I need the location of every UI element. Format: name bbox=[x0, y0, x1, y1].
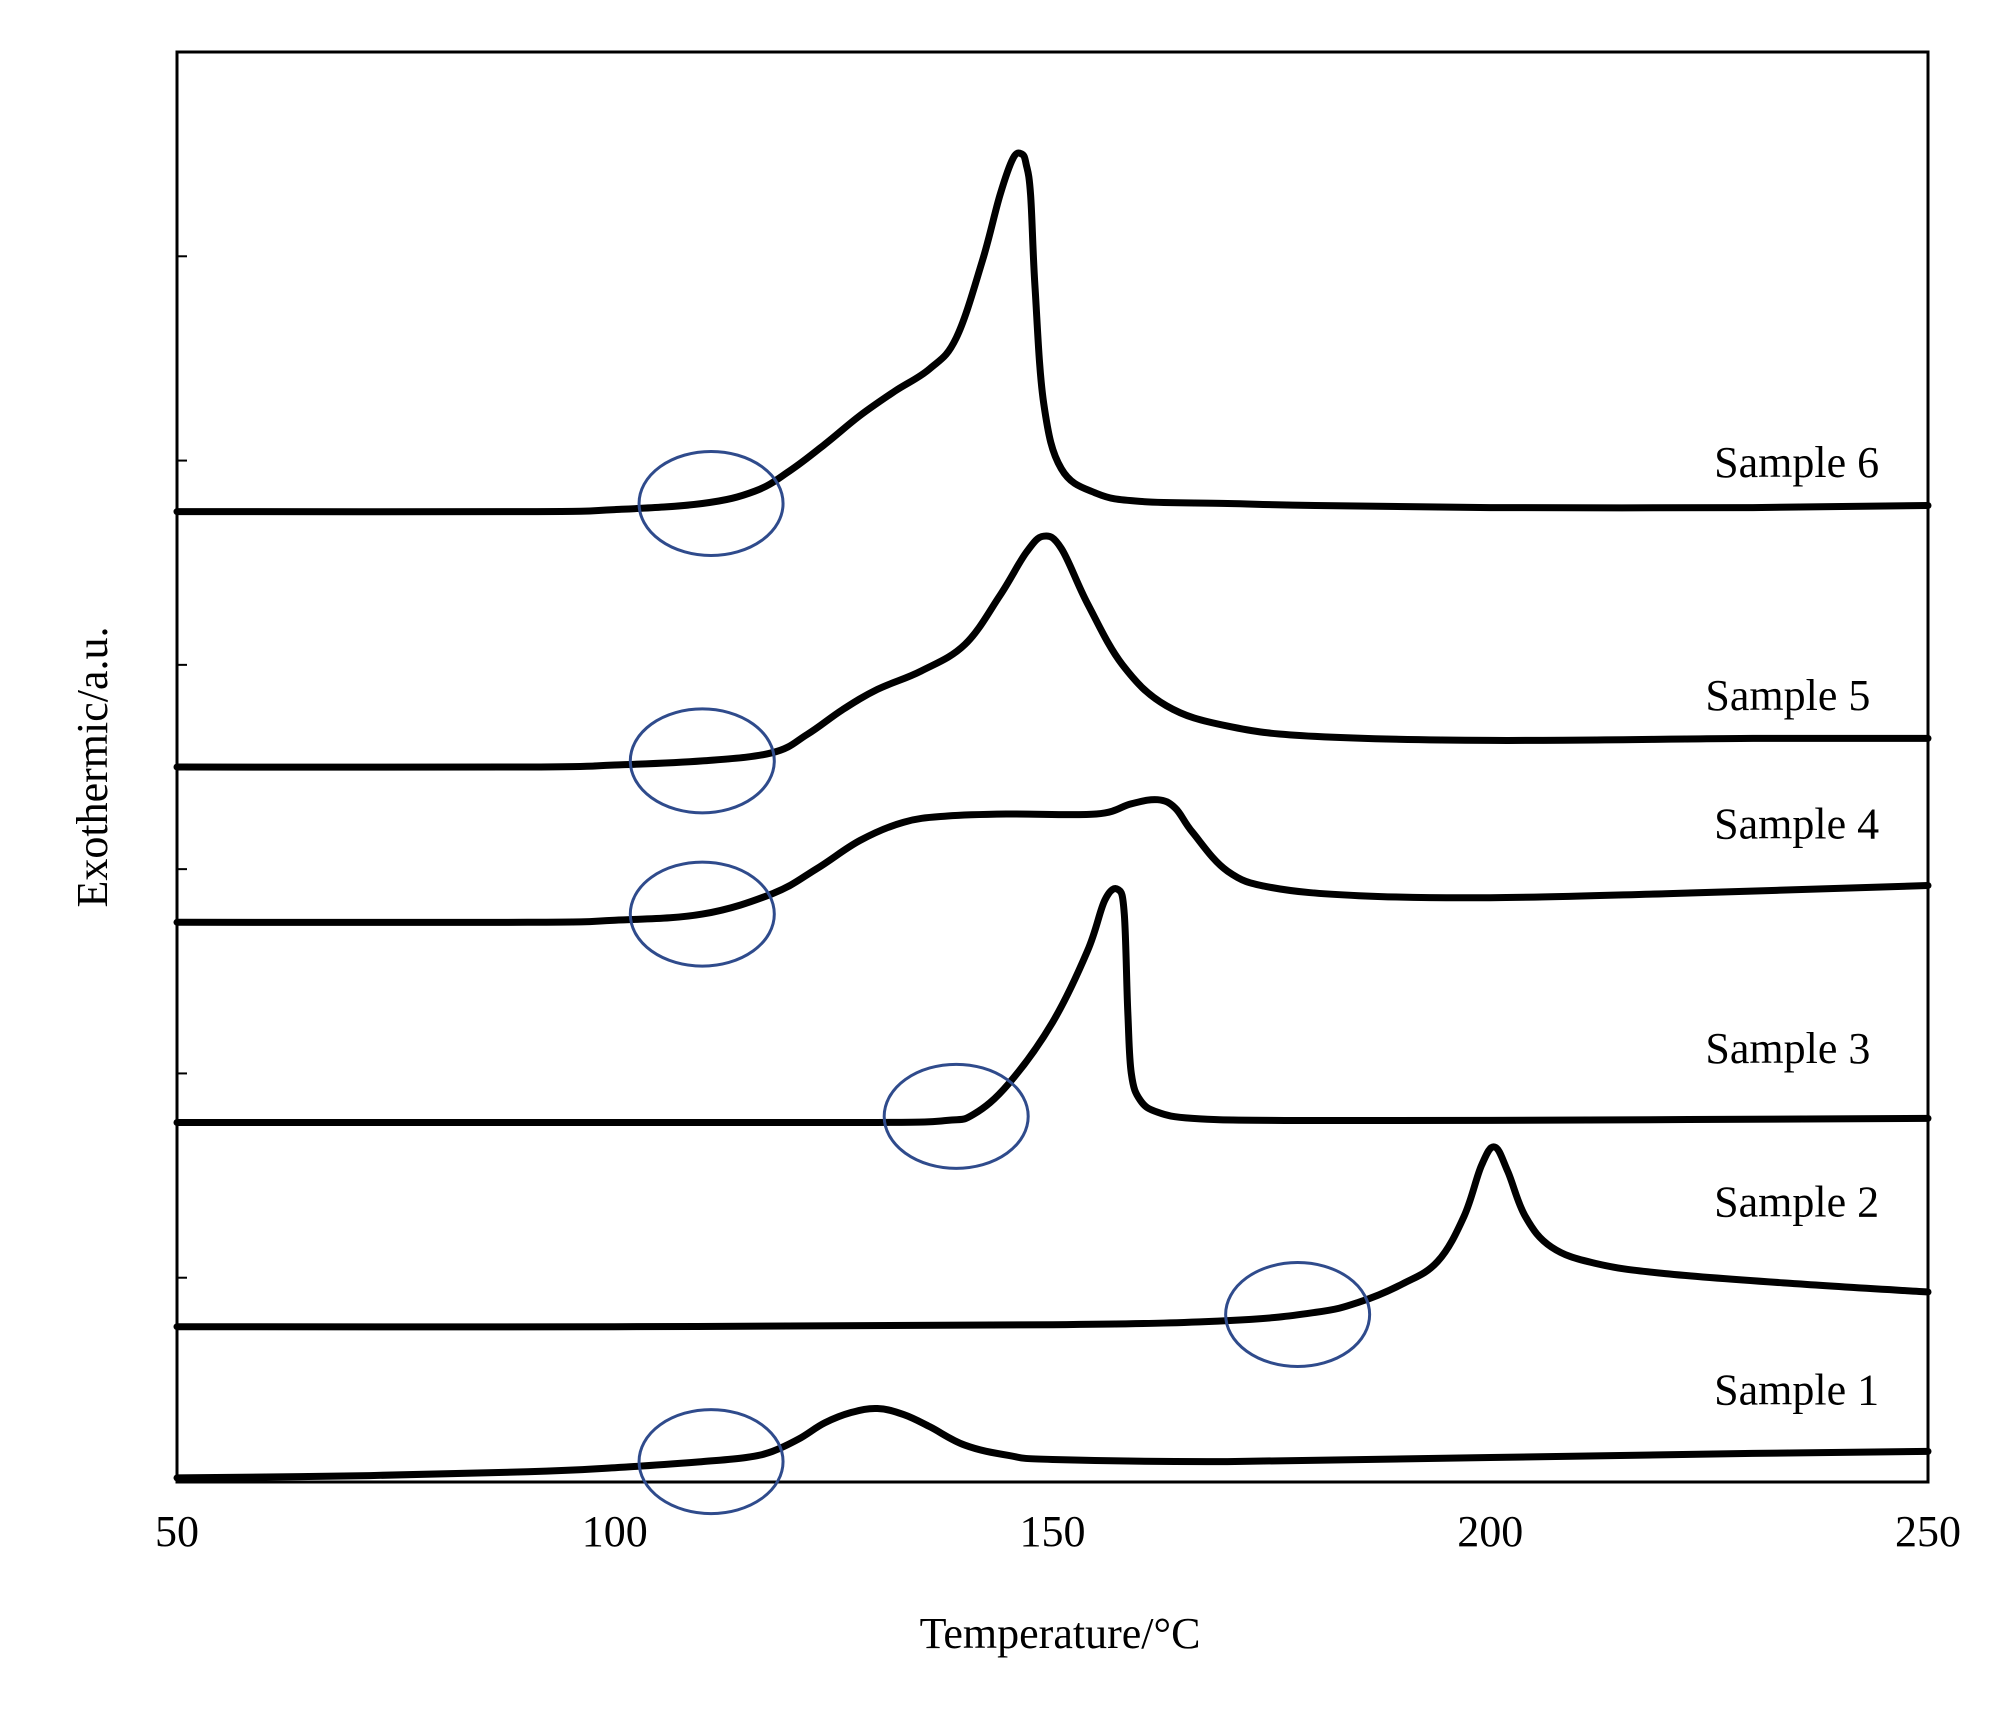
x-tick-label-250: 250 bbox=[1895, 1507, 1961, 1556]
series-line-1 bbox=[173, 1404, 1932, 1482]
series-line-6 bbox=[173, 149, 1932, 516]
series-label-5: Sample 5 bbox=[1705, 671, 1870, 720]
x-axis-tick-labels: 50 100 150 200 250 bbox=[155, 1507, 1961, 1556]
x-axis-label: Temperature/°C bbox=[920, 1609, 1201, 1658]
series-label-1: Sample 1 bbox=[1714, 1365, 1879, 1414]
series-labels: Sample 1 Sample 2 Sample 3 Sample 4 Sample 5… bbox=[1705, 438, 1879, 1414]
series-label-4: Sample 4 bbox=[1714, 800, 1879, 849]
series-line-4 bbox=[173, 796, 1932, 926]
series-label-6: Sample 6 bbox=[1714, 438, 1879, 487]
onset-circle-5 bbox=[628, 707, 776, 815]
series-label-2: Sample 2 bbox=[1714, 1177, 1879, 1226]
series-line-3 bbox=[173, 885, 1932, 1127]
series-line-5 bbox=[173, 532, 1932, 771]
x-tick-label-100: 100 bbox=[582, 1507, 648, 1556]
series-label-3: Sample 3 bbox=[1705, 1024, 1870, 1073]
onset-circle-6 bbox=[637, 449, 785, 557]
y-axis-ticks bbox=[177, 255, 187, 1483]
y-axis-label: Exothermic/a.u. bbox=[68, 626, 117, 907]
x-tick-label-50: 50 bbox=[155, 1507, 199, 1556]
series-lines bbox=[173, 149, 1932, 1482]
onset-markers bbox=[628, 449, 1372, 1516]
x-tick-label-150: 150 bbox=[1020, 1507, 1086, 1556]
onset-circle-2 bbox=[1224, 1260, 1372, 1368]
onset-circle-3 bbox=[882, 1062, 1030, 1170]
onset-circle-1 bbox=[637, 1408, 785, 1516]
x-tick-label-200: 200 bbox=[1457, 1507, 1523, 1556]
series-line-2 bbox=[173, 1143, 1932, 1331]
onset-circle-4 bbox=[628, 860, 776, 968]
